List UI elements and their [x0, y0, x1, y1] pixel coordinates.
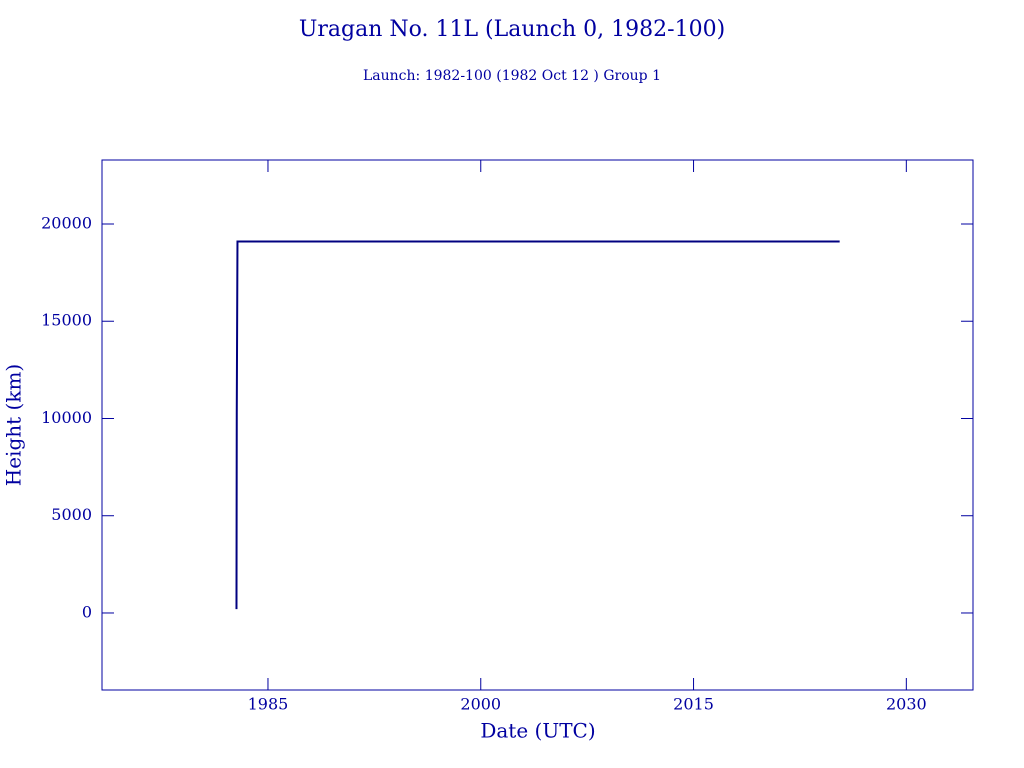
y-tick-label: 10000 [41, 408, 92, 427]
chart-subtitle: Launch: 1982-100 (1982 Oct 12 ) Group 1 [363, 68, 661, 84]
y-tick-label: 20000 [41, 213, 92, 232]
x-tick-label: 2000 [460, 695, 501, 714]
y-axis-label: Height (km) [2, 364, 26, 486]
x-tick-label: 2015 [673, 695, 714, 714]
plot-frame [101, 159, 974, 691]
y-tick-label: 0 [82, 602, 92, 621]
x-tick-label: 1985 [248, 695, 289, 714]
y-tick-label: 5000 [51, 505, 92, 524]
series-line [235, 240, 840, 610]
x-axis-label: Date (UTC) [480, 719, 595, 743]
y-tick-label: 15000 [41, 311, 92, 330]
x-tick-label: 2030 [886, 695, 927, 714]
chart-title: Uragan No. 11L (Launch 0, 1982-100) [299, 17, 725, 42]
